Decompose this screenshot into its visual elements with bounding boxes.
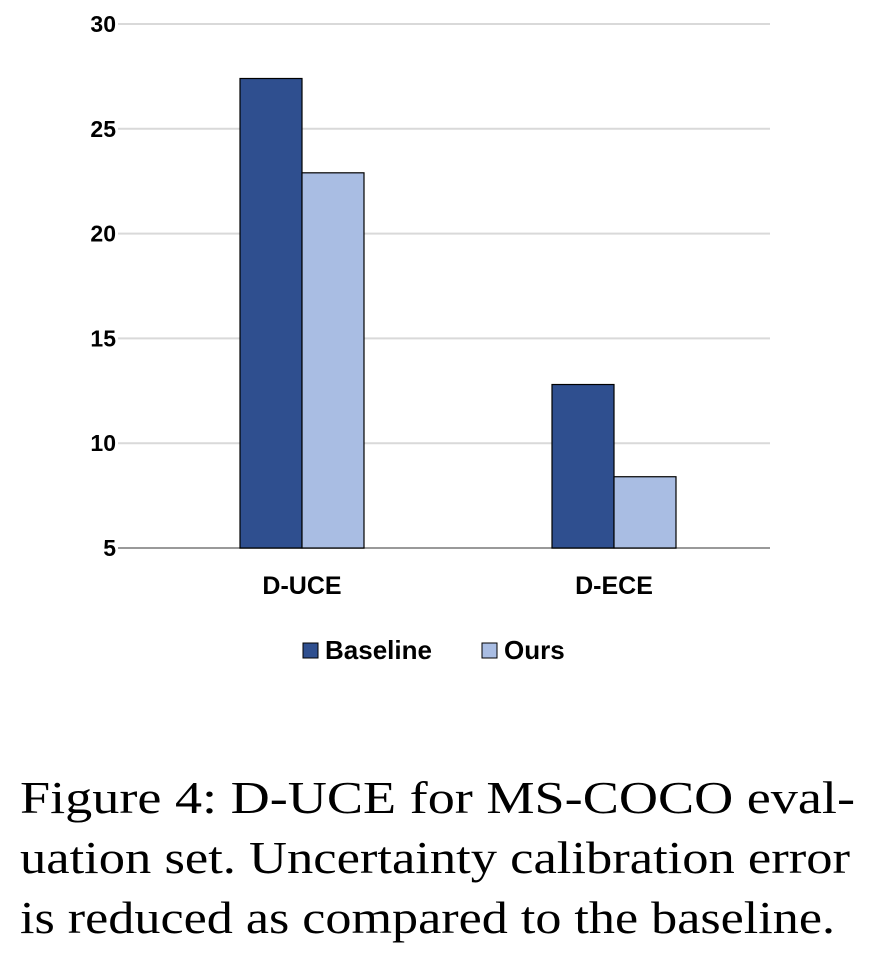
y-tick-label: 30 [90, 11, 116, 37]
legend-swatch [481, 642, 498, 659]
bar [613, 476, 677, 549]
caption-line: Figure 4: D-UCE for MS-COCO eval- [20, 772, 855, 823]
y-tick-label: 10 [90, 430, 116, 456]
y-tick-label: 20 [90, 221, 116, 247]
caption-line: is reduced as compared to the baseline. [20, 892, 835, 943]
caption-line: uation set. Uncertainty calibration erro… [20, 832, 850, 883]
legend-label: Baseline [325, 635, 432, 665]
bar [239, 77, 303, 549]
bar [301, 172, 365, 549]
x-tick-label: D-UCE [262, 572, 341, 600]
legend-label: Ours [504, 635, 565, 665]
y-tick-label: 25 [90, 116, 116, 142]
y-tick-label: 15 [90, 325, 116, 351]
bar [551, 383, 615, 549]
y-tick-label: 5 [103, 535, 116, 561]
x-tick-label: D-ECE [575, 572, 653, 600]
legend-swatch [302, 642, 319, 659]
